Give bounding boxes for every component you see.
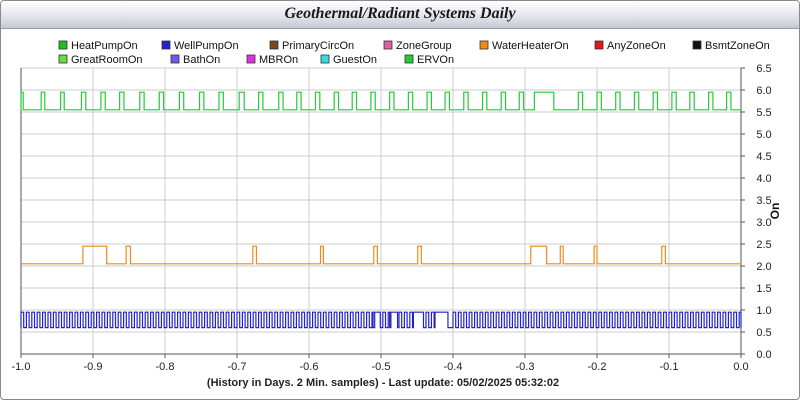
y-tick-label: 1.0 [756, 305, 771, 317]
series-line-wellpumpon [20, 311, 742, 329]
x-tick-label: -0.9 [84, 361, 103, 373]
y-axis-label: On [768, 203, 782, 220]
legend-label: GreatRoomOn [71, 54, 143, 66]
series-line-ervon [20, 91, 741, 111]
legend-item: MBROn [246, 54, 298, 66]
legend-swatch [170, 54, 180, 64]
chart-footer: (History in Days. 2 Min. samples) - Last… [206, 377, 560, 389]
y-tick-label: 1.5 [756, 283, 771, 295]
legend-item: ZoneGroup [383, 40, 452, 52]
x-tick-label: -1.0 [12, 361, 31, 373]
legend-item: PrimaryCircOn [269, 40, 354, 52]
y-tick-label: 4.0 [756, 173, 771, 185]
legend-label: AnyZoneOn [607, 40, 666, 52]
y-tick-label: 0.5 [756, 327, 771, 339]
legend-label: BsmtZoneOn [705, 40, 770, 52]
x-tick-label: -0.8 [156, 361, 175, 373]
legend-swatch [594, 40, 604, 50]
legend-swatch [479, 40, 489, 50]
x-tick-label: -0.5 [372, 361, 391, 373]
x-tick-label: -0.1 [660, 361, 679, 373]
legend-swatch [692, 40, 702, 50]
legend-label: BathOn [183, 54, 220, 66]
legend-label: ERVOn [417, 54, 454, 66]
legend-item: HeatPumpOn [58, 40, 138, 52]
series-line-waterheateron [21, 245, 741, 265]
legend-swatch [58, 40, 68, 50]
legend-label: ZoneGroup [396, 40, 452, 52]
y-tick-label: 4.5 [756, 151, 771, 163]
legend-label: HeatPumpOn [71, 40, 138, 52]
legend-swatch [246, 54, 256, 64]
x-tick-label: -0.4 [444, 361, 463, 373]
title-bar: Geothermal/Radiant Systems Daily [1, 1, 799, 29]
y-tick-label: 5.5 [756, 107, 771, 119]
legend-item: BathOn [170, 54, 220, 66]
y-tick-label: 2.0 [756, 261, 771, 273]
y-tick-label: 3.0 [756, 217, 771, 229]
chart-title: Geothermal/Radiant Systems Daily [284, 5, 516, 22]
y-tick-label: 6.0 [756, 85, 771, 97]
y-tick-label: 2.5 [756, 239, 771, 251]
legend-swatch [161, 40, 171, 50]
legend-item: WaterHeaterOn [479, 40, 569, 52]
x-tick-label: -0.3 [516, 361, 535, 373]
legend-swatch [404, 54, 414, 64]
x-tick-label: 0.0 [733, 361, 748, 373]
legend-swatch [269, 40, 279, 50]
legend-label: WellPumpOn [174, 40, 239, 52]
x-tick-label: -0.7 [228, 361, 247, 373]
x-tick-label: -0.2 [588, 361, 607, 373]
legend-label: GuestOn [333, 54, 377, 66]
legend-item: GreatRoomOn [58, 54, 143, 66]
legend-label: PrimaryCircOn [282, 40, 354, 52]
legend-item: WellPumpOn [161, 40, 239, 52]
y-tick-label: 0.0 [756, 349, 771, 361]
legend-item: AnyZoneOn [594, 40, 666, 52]
y-tick-label: 3.5 [756, 195, 771, 207]
legend-swatch [58, 54, 68, 64]
legend-label: MBROn [259, 54, 298, 66]
legend-item: BsmtZoneOn [692, 40, 770, 52]
legend-item: ERVOn [404, 54, 454, 66]
legend-swatch [383, 40, 393, 50]
legend-item: GuestOn [320, 54, 377, 66]
y-tick-label: 6.5 [756, 63, 771, 75]
legend-swatch [320, 54, 330, 64]
legend-label: WaterHeaterOn [492, 40, 569, 52]
x-tick-label: -0.6 [300, 361, 319, 373]
y-tick-label: 5.0 [756, 129, 771, 141]
